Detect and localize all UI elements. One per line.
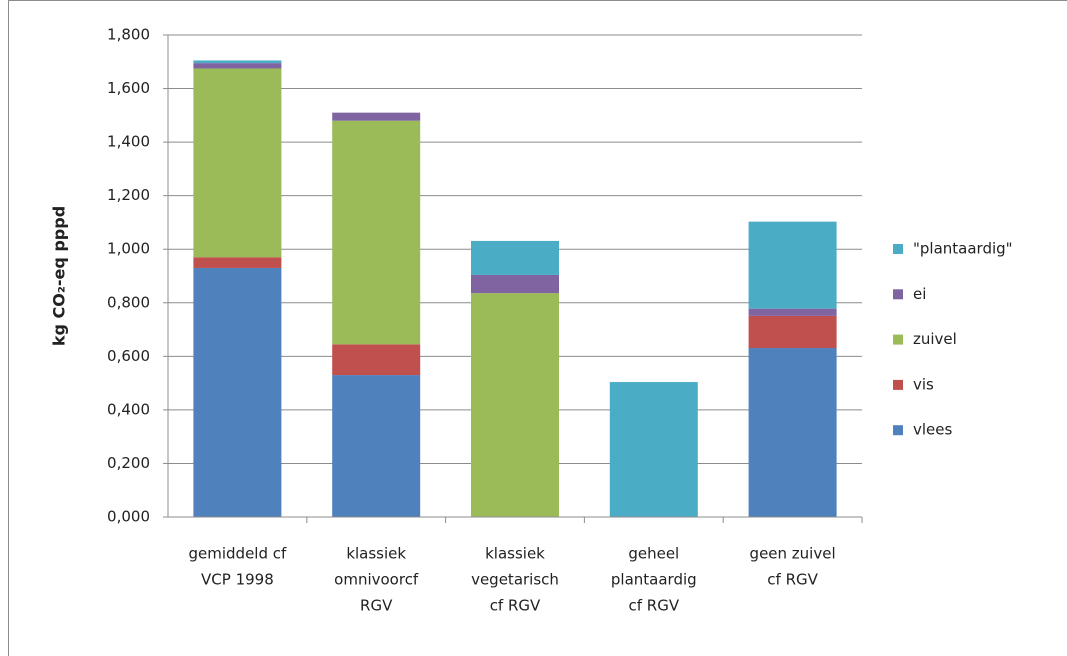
x-tick-label: klassiek	[485, 545, 545, 563]
bar-segment	[748, 308, 837, 316]
x-tick-label: vegetarisch	[471, 571, 559, 589]
x-tick-label: klassiek	[346, 545, 406, 563]
y-tick-label: 0,200	[107, 454, 150, 472]
bar-segment	[748, 221, 837, 309]
y-axis-label: kg CO₂-eq pppd	[50, 206, 69, 346]
x-tick-label: geen zuivel	[750, 545, 836, 563]
bar-segment	[332, 120, 421, 345]
legend-swatch	[893, 289, 903, 300]
bar-segment	[332, 344, 421, 376]
y-tick-label: 1,600	[107, 79, 150, 97]
bar-segment	[471, 240, 559, 275]
x-tick-label: gemiddeld cf	[189, 545, 288, 563]
bar-segment	[332, 112, 421, 121]
legend-swatch	[893, 379, 903, 390]
bar-segment	[332, 375, 421, 517]
y-tick-label: 0,800	[107, 293, 150, 311]
bar-segment	[193, 267, 282, 517]
x-tick-label: RGV	[360, 597, 393, 615]
y-tick-label: 0,400	[107, 400, 150, 418]
bar-segment	[748, 348, 837, 517]
bar-segment	[471, 293, 559, 517]
x-tick-label: VCP 1998	[201, 571, 274, 589]
y-tick-label: 1,400	[107, 133, 150, 151]
bar-segment	[193, 63, 282, 69]
x-tick-label: cf RGV	[490, 597, 541, 615]
bar-segment	[193, 60, 282, 64]
y-tick-label: 1,000	[107, 240, 150, 258]
legend-label: "plantaardig"	[913, 240, 1013, 258]
legend-label: vis	[913, 375, 934, 393]
legend-label: ei	[913, 285, 926, 303]
y-tick-label: 1,200	[107, 186, 150, 204]
y-tick-label: 0,000	[107, 508, 150, 526]
x-tick-label: plantaardig	[611, 571, 697, 589]
bar-segment	[193, 257, 282, 268]
x-tick-label: cf RGV	[767, 571, 818, 589]
y-tick-label: 0,600	[107, 347, 150, 365]
bar-segment	[748, 315, 837, 349]
legend-swatch	[893, 244, 903, 254]
legend-label: vlees	[913, 421, 953, 439]
x-tick-label: omnivoorcf	[334, 571, 419, 589]
y-tick-label: 1,800	[107, 26, 150, 44]
legend-swatch	[893, 334, 903, 345]
bar-segment	[193, 68, 282, 258]
legend-swatch	[893, 425, 903, 436]
x-tick-label: geheel	[628, 545, 679, 563]
bar-segment	[471, 274, 559, 294]
legend-label: zuivel	[913, 330, 957, 348]
x-tick-label: cf RGV	[628, 597, 679, 615]
bar-segment	[609, 382, 698, 517]
